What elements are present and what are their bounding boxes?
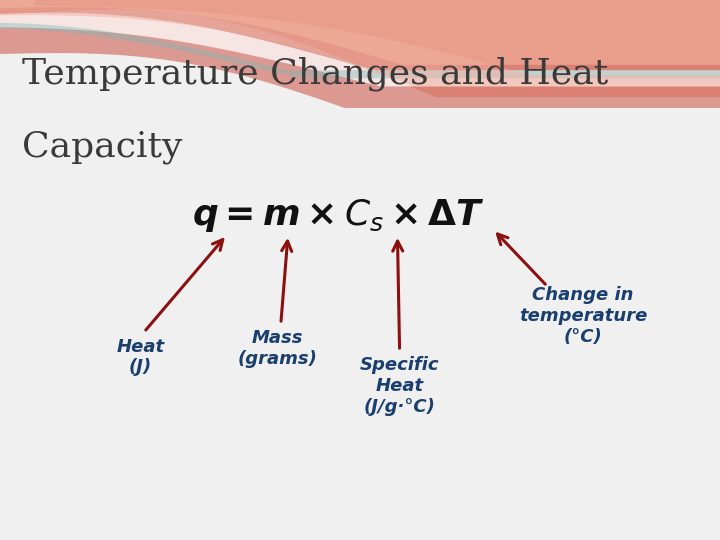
- Text: Temperature Changes and Heat: Temperature Changes and Heat: [22, 57, 608, 91]
- Text: $\boldsymbol{q = m \times C_s \times \Delta T}$: $\boldsymbol{q = m \times C_s \times \De…: [192, 198, 485, 234]
- Text: Specific
Heat
(J/g·°C): Specific Heat (J/g·°C): [360, 356, 439, 416]
- Text: Heat
(J): Heat (J): [117, 338, 164, 376]
- Polygon shape: [0, 7, 720, 108]
- Polygon shape: [0, 0, 720, 86]
- Text: Mass
(grams): Mass (grams): [238, 329, 317, 368]
- Polygon shape: [0, 0, 720, 97]
- Polygon shape: [0, 23, 720, 78]
- Polygon shape: [0, 13, 720, 86]
- Text: Change in
temperature
(°C): Change in temperature (°C): [519, 286, 647, 346]
- Text: Capacity: Capacity: [22, 130, 182, 164]
